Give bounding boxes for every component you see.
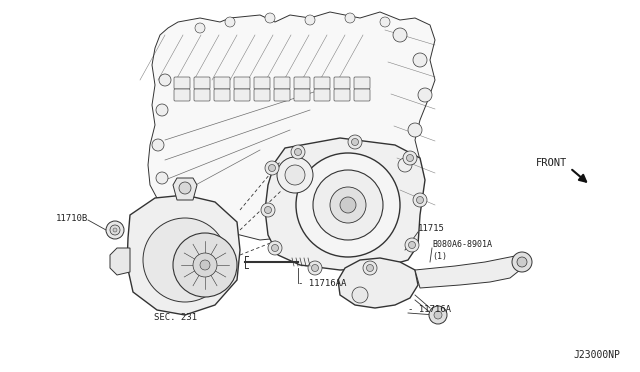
Circle shape xyxy=(173,233,237,297)
Circle shape xyxy=(352,287,368,303)
Circle shape xyxy=(268,241,282,255)
Circle shape xyxy=(159,74,171,86)
FancyBboxPatch shape xyxy=(234,77,250,89)
Circle shape xyxy=(277,157,313,193)
Circle shape xyxy=(348,135,362,149)
FancyBboxPatch shape xyxy=(294,89,310,101)
Circle shape xyxy=(269,164,275,171)
Circle shape xyxy=(330,187,366,223)
Circle shape xyxy=(294,148,301,155)
FancyBboxPatch shape xyxy=(314,89,330,101)
Text: SEC. 231: SEC. 231 xyxy=(154,314,196,323)
Circle shape xyxy=(110,225,120,235)
FancyBboxPatch shape xyxy=(194,77,210,89)
Circle shape xyxy=(113,228,117,232)
Circle shape xyxy=(179,182,191,194)
Circle shape xyxy=(380,17,390,27)
FancyBboxPatch shape xyxy=(314,77,330,89)
Circle shape xyxy=(313,170,383,240)
Circle shape xyxy=(156,172,168,184)
Circle shape xyxy=(340,197,356,213)
Polygon shape xyxy=(265,138,425,270)
Polygon shape xyxy=(127,195,240,315)
FancyBboxPatch shape xyxy=(174,89,190,101)
Text: FRONT: FRONT xyxy=(536,158,567,168)
Circle shape xyxy=(159,204,171,216)
Circle shape xyxy=(405,238,419,252)
FancyBboxPatch shape xyxy=(214,89,230,101)
FancyBboxPatch shape xyxy=(294,77,310,89)
FancyBboxPatch shape xyxy=(194,89,210,101)
Circle shape xyxy=(156,104,168,116)
FancyBboxPatch shape xyxy=(274,89,290,101)
Circle shape xyxy=(408,123,422,137)
FancyBboxPatch shape xyxy=(334,77,350,89)
Text: 11710B: 11710B xyxy=(56,214,88,222)
Circle shape xyxy=(195,23,205,33)
Text: J23000NP: J23000NP xyxy=(573,350,620,360)
Circle shape xyxy=(225,17,235,27)
Circle shape xyxy=(312,264,319,272)
FancyBboxPatch shape xyxy=(354,77,370,89)
Circle shape xyxy=(434,311,442,319)
Polygon shape xyxy=(110,248,130,275)
Circle shape xyxy=(413,53,427,67)
Circle shape xyxy=(408,241,415,248)
Circle shape xyxy=(305,15,315,25)
Circle shape xyxy=(406,154,413,161)
Polygon shape xyxy=(148,12,435,250)
FancyBboxPatch shape xyxy=(214,77,230,89)
Circle shape xyxy=(200,260,210,270)
Circle shape xyxy=(517,257,527,267)
FancyBboxPatch shape xyxy=(254,77,270,89)
Circle shape xyxy=(193,253,217,277)
FancyBboxPatch shape xyxy=(274,77,290,89)
Circle shape xyxy=(398,158,412,172)
Polygon shape xyxy=(338,258,418,308)
FancyBboxPatch shape xyxy=(254,89,270,101)
Circle shape xyxy=(403,151,417,165)
Text: B080A6-8901A: B080A6-8901A xyxy=(432,240,492,248)
FancyBboxPatch shape xyxy=(174,77,190,89)
Circle shape xyxy=(367,264,374,272)
Circle shape xyxy=(296,153,400,257)
Circle shape xyxy=(417,196,424,203)
Circle shape xyxy=(291,145,305,159)
Circle shape xyxy=(265,13,275,23)
Circle shape xyxy=(308,261,322,275)
Polygon shape xyxy=(173,178,197,200)
Text: - 11716A: - 11716A xyxy=(408,305,451,314)
Circle shape xyxy=(143,218,227,302)
Circle shape xyxy=(285,165,305,185)
Circle shape xyxy=(363,261,377,275)
Text: - 11716AA: - 11716AA xyxy=(298,279,346,288)
Circle shape xyxy=(345,13,355,23)
FancyBboxPatch shape xyxy=(334,89,350,101)
Text: 11715: 11715 xyxy=(418,224,445,232)
Circle shape xyxy=(106,221,124,239)
Circle shape xyxy=(265,161,279,175)
Text: (1): (1) xyxy=(432,253,447,262)
FancyBboxPatch shape xyxy=(354,89,370,101)
Circle shape xyxy=(152,139,164,151)
Circle shape xyxy=(393,28,407,42)
Circle shape xyxy=(418,88,432,102)
Circle shape xyxy=(429,306,447,324)
Circle shape xyxy=(264,206,271,214)
Circle shape xyxy=(512,252,532,272)
Circle shape xyxy=(413,193,427,207)
Circle shape xyxy=(271,244,278,251)
Polygon shape xyxy=(415,255,525,288)
FancyBboxPatch shape xyxy=(234,89,250,101)
Circle shape xyxy=(261,203,275,217)
Circle shape xyxy=(351,138,358,145)
